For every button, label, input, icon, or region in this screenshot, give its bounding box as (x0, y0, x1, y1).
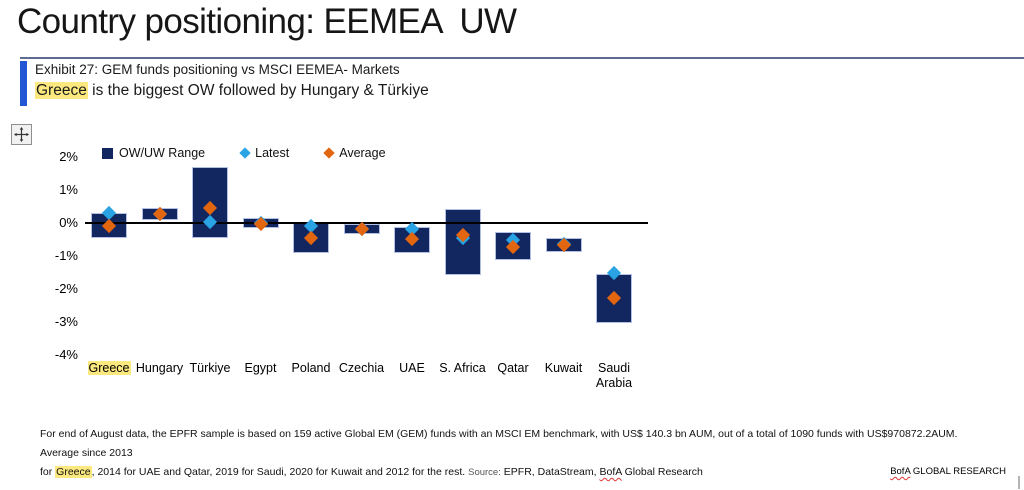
source-bofa: BofA (599, 466, 622, 478)
y-tick-label: 0% (59, 215, 78, 230)
legend-label: Average (339, 146, 386, 160)
category-label: S. Africa (439, 361, 486, 375)
y-tick-label: 2% (59, 149, 78, 164)
highlight-greece: Greece (87, 361, 131, 375)
footnote-line2-mid: , 2014 for UAE and Qatar, 2019 for Saudi… (91, 466, 469, 478)
category-label: Poland (291, 361, 331, 375)
y-tick-label: -4% (54, 347, 78, 362)
category-label: Egypt (244, 361, 277, 375)
window-edge-mark (1018, 476, 1020, 489)
footnote-line2: for (40, 466, 56, 478)
legend-label: Latest (255, 146, 290, 160)
exhibit-subtitle: Greece is the biggest OW followed by Hun… (35, 82, 429, 100)
legend-item-range: OW/UW Range (102, 146, 205, 160)
move-crosshair-icon (14, 127, 29, 142)
legend-label: OW/UW Range (119, 146, 206, 160)
category-label: Hungary (135, 361, 184, 375)
highlight-greece: Greece (55, 466, 92, 478)
highlight-greece: Greece (35, 82, 88, 99)
category-label: Türkiye (189, 361, 231, 375)
exhibit-accent-bar (20, 61, 27, 106)
brand-line: BofA GLOBAL RESEARCH (890, 466, 1006, 477)
y-tick-label: -1% (54, 248, 78, 263)
legend-item-latest: Latest (239, 146, 290, 160)
chart-legend: OW/UW Range Latest Average (102, 146, 422, 160)
source-text: EPFR, DataStream, (500, 466, 600, 478)
legend-item-average: Average (323, 146, 386, 160)
zero-axis-line (85, 222, 648, 224)
exhibit-subtitle-text: is the biggest OW followed by Hungary & … (87, 82, 429, 99)
y-tick-label: 1% (59, 182, 78, 197)
y-tick-label: -3% (54, 314, 78, 329)
category-label: Czechia (338, 361, 385, 375)
title-divider (20, 57, 1024, 59)
page-title: Country positioning: EEMEA UW (17, 2, 517, 41)
exhibit-label: Exhibit 27: GEM funds positioning vs MSC… (35, 62, 400, 77)
category-label: Saudi Arabia (595, 361, 633, 390)
source-text-end: Global Research (621, 466, 703, 478)
category-label: Greece (79, 361, 139, 376)
footnote-line1: For end of August data, the EPFR sample … (40, 428, 958, 459)
chart-plot: 2% 1% 0% -1% -2% -3% -4% Greece Hungary Türkiye Eg… (40, 140, 700, 412)
y-tick-label: -2% (54, 281, 78, 296)
chart: OW/UW Range Latest Average 2% 1% 0% -1% -2% -… (40, 140, 700, 412)
footnote: For end of August data, the EPFR sample … (40, 425, 990, 482)
move-handle-button[interactable] (11, 124, 32, 145)
brand-rest: GLOBAL RESEARCH (910, 466, 1006, 477)
category-label: Qatar (497, 361, 529, 375)
source-label: Source: (468, 467, 501, 478)
brand-bofa: BofA (890, 466, 911, 477)
category-label: Kuwait (544, 361, 583, 375)
range-swatch-icon (102, 147, 113, 159)
category-label: UAE (399, 361, 425, 375)
